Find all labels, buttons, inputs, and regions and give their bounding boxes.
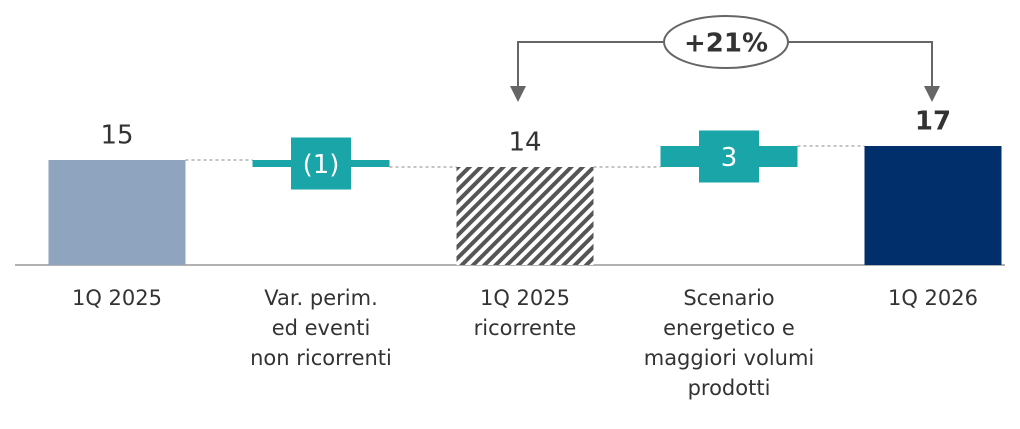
- annotation-bubble: [663, 15, 789, 69]
- bar: [48, 160, 186, 265]
- x-tick-label: Scenario energetico e maggiori volumi prodo…: [644, 286, 815, 400]
- value-label: 15: [100, 121, 133, 151]
- value-label: 17: [915, 107, 951, 137]
- x-tick-label: 1Q 2025 ricorrente: [474, 286, 577, 340]
- x-tick-label: 1Q 2026: [888, 286, 978, 310]
- label-box: [291, 137, 351, 190]
- value-label: 14: [508, 128, 541, 158]
- x-tick-label: 1Q 2025: [72, 286, 162, 310]
- arrow-head: [510, 86, 526, 102]
- label-box: [699, 130, 759, 183]
- value-label: (1): [303, 150, 340, 180]
- x-tick-label: Var. perim. ed eventi non ricorrenti: [250, 286, 392, 370]
- bar: [864, 146, 1002, 265]
- annotation-arrow: [517, 41, 933, 95]
- bar: [456, 167, 594, 265]
- arrow-head: [924, 86, 940, 102]
- annotation: +21%: [684, 29, 768, 59]
- value-label: 3: [721, 143, 738, 173]
